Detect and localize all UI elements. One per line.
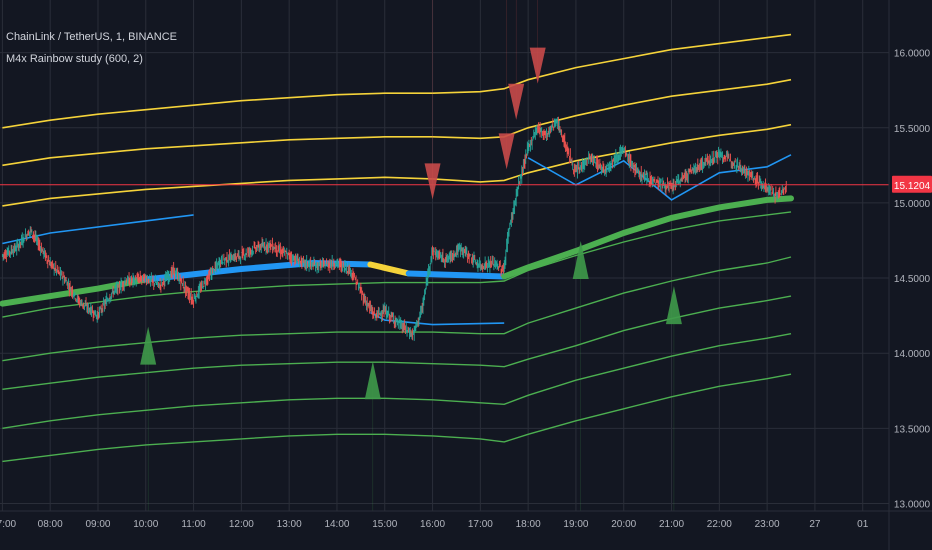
buy-signal-marker[interactable] xyxy=(140,326,157,365)
yellow-band-3 xyxy=(2,33,792,129)
x-tick-label: 08:00 xyxy=(38,519,63,530)
buy-signal-marker[interactable] xyxy=(364,361,381,400)
green-band-4 xyxy=(2,333,792,429)
symbol-legend[interactable]: ChainLink / TetherUS, 1, BINANCE xyxy=(6,31,177,43)
last-price-label: 15.1204 xyxy=(892,175,932,193)
y-tick-label: 13.0000 xyxy=(894,499,931,510)
y-tick-label: 16.0000 xyxy=(894,49,931,60)
x-tick-label: 21:00 xyxy=(659,519,684,530)
middle-band-segment xyxy=(501,195,794,280)
sell-signal-marker[interactable] xyxy=(424,163,441,200)
x-tick-label: 27 xyxy=(809,519,821,530)
middle-band-segment xyxy=(405,270,508,280)
buy-signal-marker[interactable] xyxy=(572,240,589,279)
x-tick-label: 18:00 xyxy=(516,519,541,530)
y-tick-label: 14.0000 xyxy=(894,349,931,360)
sell-signal-marker[interactable] xyxy=(508,83,525,120)
grid-lines xyxy=(0,0,889,511)
x-tick-label: 16:00 xyxy=(420,519,445,530)
x-tick-label: 7:00 xyxy=(0,519,17,530)
x-tick-label: 15:00 xyxy=(372,519,397,530)
green-band-5 xyxy=(2,373,792,463)
x-tick-label: 22:00 xyxy=(707,519,732,530)
x-tick-label: 20:00 xyxy=(611,519,636,530)
buy-signal-marker[interactable] xyxy=(665,286,682,325)
study-legend[interactable]: M4x Rainbow study (600, 2) xyxy=(6,53,143,65)
sell-signal-marker[interactable] xyxy=(529,47,546,84)
sell-signal-marker[interactable] xyxy=(498,133,515,170)
time-axis[interactable]: 7:00 08:00 09:00 10:00 11:00 12:00 13:00 14:00 1… xyxy=(0,519,869,530)
signal-markers xyxy=(140,0,682,511)
y-tick-label: 15.0000 xyxy=(894,199,931,210)
last-price-badge xyxy=(892,175,932,193)
x-tick-label: 09:00 xyxy=(85,519,110,530)
y-tick-label: 15.5000 xyxy=(894,124,931,135)
x-tick-label: 13:00 xyxy=(277,519,302,530)
x-tick-label: 17:00 xyxy=(468,519,493,530)
x-tick-label: 10:00 xyxy=(133,519,158,530)
price-candles xyxy=(0,116,889,341)
x-tick-label: 14:00 xyxy=(324,519,349,530)
x-tick-label: 19:00 xyxy=(563,519,588,530)
x-tick-label: 23:00 xyxy=(755,519,780,530)
green-band-1 xyxy=(2,211,792,318)
price-axis[interactable]: 16.0000 15.5000 15.0000 14.5000 14.0000 13.50… xyxy=(894,49,931,511)
last-price-value: 15.1204 xyxy=(894,181,931,192)
x-tick-label: 01 xyxy=(857,519,869,530)
middle-band-segment xyxy=(367,261,412,277)
x-tick-label: 12:00 xyxy=(229,519,254,530)
y-tick-label: 14.5000 xyxy=(894,274,931,285)
y-tick-label: 13.5000 xyxy=(894,424,931,435)
x-tick-label: 11:00 xyxy=(181,519,206,530)
yellow-band-2 xyxy=(2,78,792,167)
